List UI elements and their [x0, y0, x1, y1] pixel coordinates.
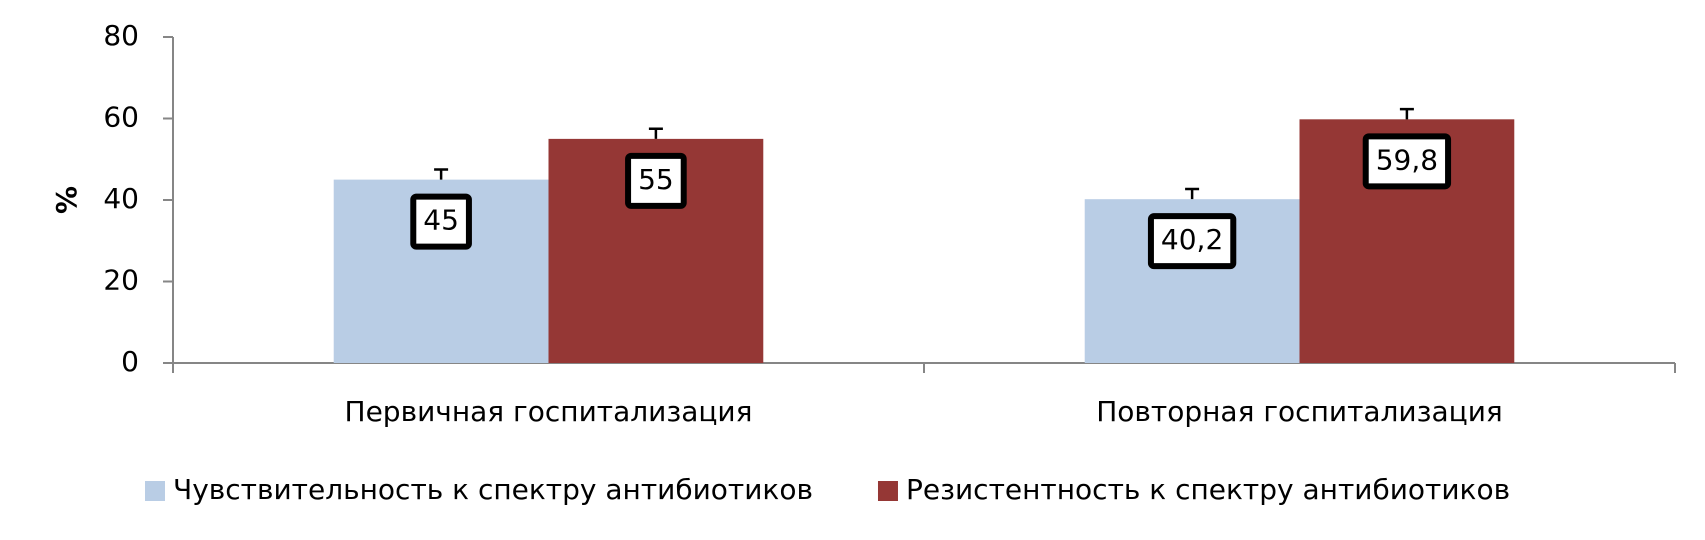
legend-swatch: [877, 481, 898, 501]
value-label: 40,2: [1161, 223, 1223, 256]
value-label: 59,8: [1376, 143, 1438, 176]
value-label: 45: [423, 204, 459, 237]
error-bar: [1399, 107, 1414, 120]
y-axis-label: %: [50, 186, 83, 214]
value-label-box: [1362, 133, 1452, 190]
y-tick-label: 80: [103, 19, 139, 52]
value-label: 55: [638, 163, 674, 196]
value-label-box: [625, 152, 687, 209]
legend-swatch: [145, 481, 165, 501]
error-bar: [648, 127, 663, 139]
y-tick-label: 40: [103, 182, 139, 215]
error-bar: [1185, 187, 1200, 200]
value-label-box: [1147, 213, 1237, 270]
x-tick-label: Первичная госпитализация: [345, 395, 753, 428]
x-tick-label: Повторная госпитализация: [1096, 395, 1503, 428]
y-tick-label: 60: [103, 101, 139, 134]
legend-label: Резистентность к спектру антибиотиков: [906, 473, 1510, 506]
y-tick-label: 20: [103, 264, 139, 297]
value-label-box: [410, 193, 472, 250]
legend-label: Чувствительность к спектру антибиотиков: [173, 473, 813, 506]
error-bar: [434, 168, 449, 180]
y-tick-label: 0: [121, 345, 139, 378]
